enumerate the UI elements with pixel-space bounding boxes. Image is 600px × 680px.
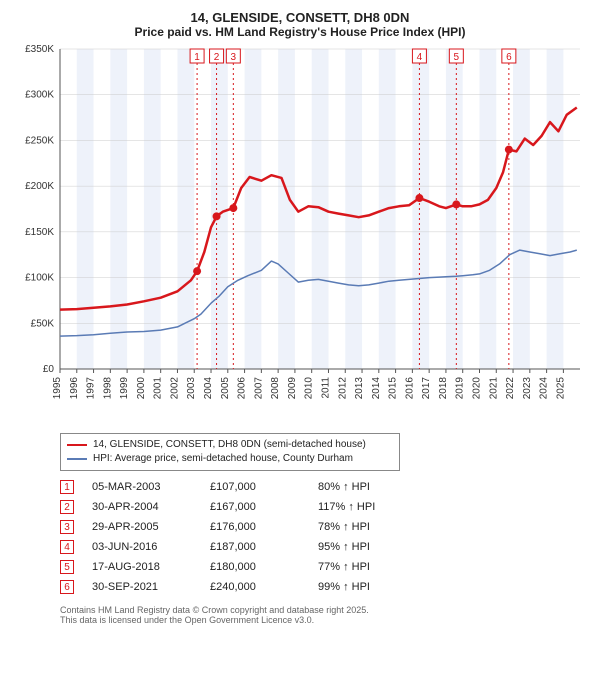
svg-text:5: 5 <box>454 52 460 63</box>
svg-text:2004: 2004 <box>203 377 214 400</box>
svg-text:2011: 2011 <box>320 377 331 399</box>
sale-date: 30-SEP-2021 <box>92 577 192 597</box>
sales-row: 4 03-JUN-2016 £187,000 95% ↑ HPI <box>60 537 588 557</box>
title-subtitle: Price paid vs. HM Land Registry's House … <box>12 25 588 39</box>
svg-text:2022: 2022 <box>505 377 516 400</box>
svg-text:2000: 2000 <box>136 377 147 400</box>
svg-text:2002: 2002 <box>169 377 180 400</box>
sale-marker: 5 <box>60 560 74 574</box>
sale-hpi: 78% ↑ HPI <box>318 517 408 537</box>
svg-text:1999: 1999 <box>119 377 130 400</box>
sale-date: 05-MAR-2003 <box>92 477 192 497</box>
legend: 14, GLENSIDE, CONSETT, DH8 0DN (semi-det… <box>60 433 400 471</box>
sales-row: 2 30-APR-2004 £167,000 117% ↑ HPI <box>60 497 588 517</box>
legend-item-property: 14, GLENSIDE, CONSETT, DH8 0DN (semi-det… <box>67 438 393 452</box>
sales-row: 3 29-APR-2005 £176,000 78% ↑ HPI <box>60 517 588 537</box>
sale-date: 30-APR-2004 <box>92 497 192 517</box>
footer-line2: This data is licensed under the Open Gov… <box>60 615 588 625</box>
svg-text:2010: 2010 <box>304 377 315 400</box>
svg-text:2015: 2015 <box>388 377 399 400</box>
svg-text:£100K: £100K <box>25 273 54 284</box>
price-chart: £0 £50K £100K £150K £200K £250K £300K £350K 1995… <box>12 45 588 425</box>
sales-row: 5 17-AUG-2018 £180,000 77% ↑ HPI <box>60 557 588 577</box>
svg-text:3: 3 <box>231 52 237 63</box>
svg-text:1998: 1998 <box>102 377 113 400</box>
svg-text:£0: £0 <box>43 364 55 375</box>
sale-price: £176,000 <box>210 517 300 537</box>
svg-text:1996: 1996 <box>69 377 80 400</box>
sale-marker: 3 <box>60 520 74 534</box>
svg-text:2018: 2018 <box>438 377 449 400</box>
svg-text:2019: 2019 <box>455 377 466 400</box>
sale-hpi: 80% ↑ HPI <box>318 477 408 497</box>
title-address: 14, GLENSIDE, CONSETT, DH8 0DN <box>12 10 588 25</box>
svg-text:£150K: £150K <box>25 227 54 238</box>
sale-marker: 6 <box>60 580 74 594</box>
sale-price: £187,000 <box>210 537 300 557</box>
svg-text:2003: 2003 <box>186 377 197 400</box>
svg-text:1997: 1997 <box>86 377 97 400</box>
svg-text:2009: 2009 <box>287 377 298 400</box>
svg-text:2016: 2016 <box>404 377 415 400</box>
svg-text:2017: 2017 <box>421 377 432 400</box>
svg-text:2021: 2021 <box>488 377 499 400</box>
sale-price: £167,000 <box>210 497 300 517</box>
sale-marker: 2 <box>60 500 74 514</box>
sale-price: £240,000 <box>210 577 300 597</box>
sale-hpi: 95% ↑ HPI <box>318 537 408 557</box>
sale-marker: 4 <box>60 540 74 554</box>
svg-text:£200K: £200K <box>25 181 54 192</box>
svg-text:2012: 2012 <box>337 377 348 400</box>
svg-text:2007: 2007 <box>253 377 264 400</box>
sale-marker: 1 <box>60 480 74 494</box>
legend-swatch-property <box>67 444 87 446</box>
legend-label-property: 14, GLENSIDE, CONSETT, DH8 0DN (semi-det… <box>93 438 366 452</box>
svg-text:2005: 2005 <box>220 377 231 400</box>
svg-text:2: 2 <box>214 52 220 63</box>
svg-text:2001: 2001 <box>153 377 164 400</box>
sale-price: £180,000 <box>210 557 300 577</box>
chart-title-block: 14, GLENSIDE, CONSETT, DH8 0DN Price pai… <box>12 10 588 39</box>
footer-line1: Contains HM Land Registry data © Crown c… <box>60 605 588 615</box>
sale-hpi: 99% ↑ HPI <box>318 577 408 597</box>
legend-label-hpi: HPI: Average price, semi-detached house,… <box>93 452 353 466</box>
svg-text:1: 1 <box>194 52 200 63</box>
sales-row: 6 30-SEP-2021 £240,000 99% ↑ HPI <box>60 577 588 597</box>
legend-swatch-hpi <box>67 458 87 460</box>
svg-text:2023: 2023 <box>522 377 533 400</box>
svg-text:2013: 2013 <box>354 377 365 400</box>
legend-item-hpi: HPI: Average price, semi-detached house,… <box>67 452 393 466</box>
svg-text:2020: 2020 <box>471 377 482 400</box>
svg-text:2008: 2008 <box>270 377 281 400</box>
svg-text:2024: 2024 <box>539 377 550 400</box>
attribution-footer: Contains HM Land Registry data © Crown c… <box>60 605 588 625</box>
svg-text:1995: 1995 <box>52 377 63 400</box>
svg-text:6: 6 <box>506 52 512 63</box>
svg-text:2014: 2014 <box>371 377 382 400</box>
sale-hpi: 77% ↑ HPI <box>318 557 408 577</box>
chart-svg: £0 £50K £100K £150K £200K £250K £300K £350K 1995… <box>12 45 588 425</box>
svg-text:2006: 2006 <box>237 377 248 400</box>
sale-date: 03-JUN-2016 <box>92 537 192 557</box>
sales-row: 1 05-MAR-2003 £107,000 80% ↑ HPI <box>60 477 588 497</box>
svg-text:4: 4 <box>417 52 423 63</box>
svg-text:£300K: £300K <box>25 90 54 101</box>
sale-hpi: 117% ↑ HPI <box>318 497 408 517</box>
svg-text:£250K: £250K <box>25 135 54 146</box>
sales-table: 1 05-MAR-2003 £107,000 80% ↑ HPI 2 30-APR-200… <box>60 477 588 597</box>
sale-price: £107,000 <box>210 477 300 497</box>
sale-date: 17-AUG-2018 <box>92 557 192 577</box>
svg-text:2025: 2025 <box>555 377 566 400</box>
sale-date: 29-APR-2005 <box>92 517 192 537</box>
svg-text:£50K: £50K <box>31 318 55 329</box>
svg-text:£350K: £350K <box>25 45 54 55</box>
